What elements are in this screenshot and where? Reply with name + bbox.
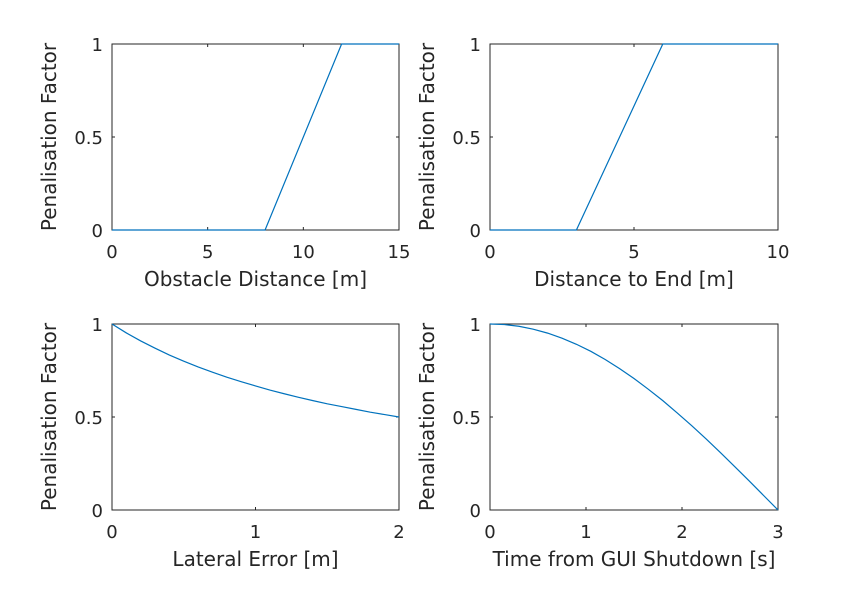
y-axis-label: Penalisation Factor (37, 322, 61, 511)
y-axis-label: Penalisation Factor (415, 322, 439, 511)
y-tick-label: 0.5 (452, 128, 481, 149)
axes-box (489, 43, 779, 231)
x-tick-label: 5 (202, 242, 213, 263)
subplot-lateral-error: 0 1 2 0 0.5 1 Lateral Error [m] Penalisation… (37, 315, 405, 571)
series-line (111, 323, 400, 418)
axes-box (111, 323, 400, 511)
y-tick-label: 1 (470, 315, 481, 336)
subplot-obstacle-distance: 0 5 10 15 0 0.5 1 Obstacle Distance [m] Penal… (37, 35, 410, 291)
plot-lines (490, 43, 778, 231)
y-tick-label: 0 (92, 501, 103, 522)
y-axis-label: Penalisation Factor (37, 42, 61, 231)
y-tick-label: 1 (92, 35, 103, 56)
x-tick-label: 1 (580, 522, 591, 543)
x-tick-label: 2 (676, 522, 687, 543)
x-ticks: 0 5 10 (484, 44, 789, 263)
x-tick-label: 5 (628, 242, 639, 263)
y-tick-label: 0 (470, 221, 481, 242)
x-tick-label: 0 (484, 522, 495, 543)
x-tick-label: 0 (106, 242, 117, 263)
x-axis-label: Obstacle Distance [m] (144, 267, 367, 291)
y-axis-label: Penalisation Factor (415, 42, 439, 231)
x-tick-label: 1 (250, 522, 261, 543)
y-ticks: 00.51 (452, 315, 778, 522)
x-tick-label: 3 (772, 522, 783, 543)
axes-box (111, 43, 400, 231)
y-tick-label: 0.5 (74, 408, 103, 429)
x-axis-label: Time from GUI Shutdown [s] (492, 547, 776, 571)
subplot-distance-to-end: 0 5 10 0 0.5 1 Distance to End [m] Penalisat… (415, 35, 789, 291)
x-tick-label: 0 (484, 242, 495, 263)
x-ticks: 0 1 2 3 (484, 324, 784, 543)
x-axis-label: Distance to End [m] (534, 267, 734, 291)
y-tick-label: 1 (470, 35, 481, 56)
y-tick-label: 0 (470, 501, 481, 522)
x-tick-label: 10 (292, 242, 315, 263)
x-tick-label: 0 (106, 522, 117, 543)
series-line (489, 323, 779, 511)
x-tick-label: 2 (393, 522, 404, 543)
y-tick-label: 1 (92, 315, 103, 336)
y-tick-label: 0.5 (452, 408, 481, 429)
plot-lines (111, 323, 400, 418)
series-line (490, 43, 778, 231)
x-axis-label: Lateral Error [m] (172, 547, 338, 571)
series-line (112, 43, 399, 231)
y-tick-label: 0 (92, 221, 103, 242)
plot-lines (489, 323, 779, 511)
x-tick-label: 15 (388, 242, 411, 263)
y-tick-label: 0.5 (74, 128, 103, 149)
axes-box (489, 323, 779, 511)
plot-lines (112, 43, 399, 231)
x-ticks: 0 5 10 15 (106, 44, 410, 263)
x-tick-label: 10 (767, 242, 790, 263)
